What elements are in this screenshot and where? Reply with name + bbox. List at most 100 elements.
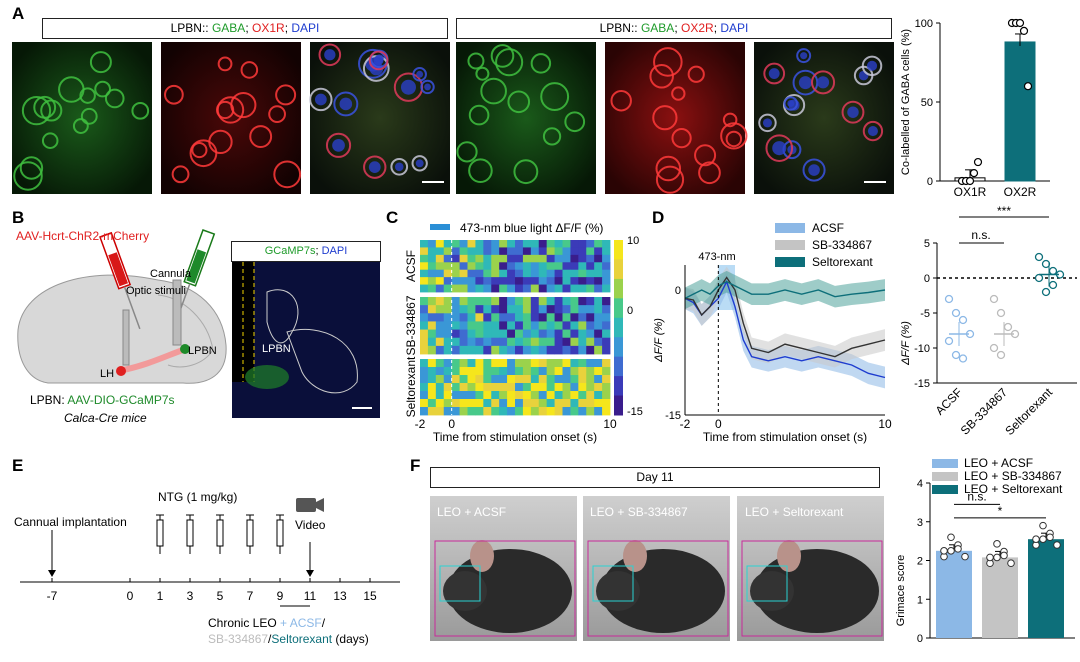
heatmap-cell <box>475 337 484 347</box>
heatmap-cell <box>515 284 524 293</box>
heatmap-cell <box>435 383 445 392</box>
heatmap-cell <box>475 375 484 384</box>
cell-marker <box>796 48 812 64</box>
heatmap-cell <box>570 277 579 285</box>
heatmap-cell <box>554 313 563 322</box>
nucleus-marker <box>339 97 353 111</box>
heatmap-cell <box>602 345 611 355</box>
heatmap-cell <box>570 375 579 384</box>
heatmap-cell <box>602 383 611 392</box>
heatmap-cell <box>515 240 524 248</box>
heatmap-cell <box>570 407 579 416</box>
heatmap-cell <box>443 345 453 355</box>
heatmap-cell <box>515 391 524 400</box>
line-SB-334867 <box>684 276 886 358</box>
timeline-label: 5 <box>217 589 224 603</box>
camera-icon <box>296 498 316 512</box>
heatmap-cell <box>443 297 453 306</box>
heatmap-cell <box>483 321 492 330</box>
data-point <box>1039 521 1047 530</box>
heatmap-cell <box>562 321 571 330</box>
face-box-1 <box>592 565 634 602</box>
heatmap-cell <box>420 254 429 263</box>
data-point <box>996 308 1006 318</box>
heatmap-cell <box>467 313 476 322</box>
heatmap-cell <box>586 383 595 392</box>
heatmap-cell <box>499 337 508 347</box>
optic-fiber <box>122 309 130 366</box>
heatmap-cell <box>427 254 437 263</box>
heatmap-cell <box>562 277 571 285</box>
heatmap-cell <box>443 305 453 314</box>
heatmap-cell <box>586 262 595 271</box>
heatmap-cell <box>499 305 508 314</box>
heatmap-cell <box>507 277 516 285</box>
heatmap-cell <box>467 359 476 368</box>
heatmap-cell <box>562 254 571 263</box>
heatmap-cell <box>554 399 563 408</box>
heatmap-cell <box>420 391 429 400</box>
heatmap-cell <box>546 337 555 347</box>
heatmap-cell <box>507 337 516 347</box>
heatmap-cell <box>594 383 603 392</box>
cell-marker <box>540 82 570 112</box>
group-label-1: SB-334867 <box>404 295 418 355</box>
data-point <box>1015 18 1025 28</box>
timeline-label: -7 <box>47 589 58 603</box>
gcamp-title-d: DAPI <box>321 245 348 257</box>
y-tick-label: 2 <box>917 556 923 568</box>
heatmap-cell <box>530 345 540 355</box>
cell-marker <box>420 79 435 95</box>
heatmap-cell <box>602 313 611 322</box>
heatmap-cell <box>491 383 500 392</box>
heatmap-cell <box>483 383 492 392</box>
image-ox2r <box>605 42 745 194</box>
heatmap-cell <box>515 367 524 376</box>
heatmap-cell <box>499 359 508 368</box>
heatmap-cell <box>562 269 571 278</box>
heatmap-cell <box>459 329 468 339</box>
heatmap-cell <box>515 345 524 355</box>
heatmap-cell <box>546 254 555 263</box>
heatmap-cell <box>602 247 611 256</box>
heatmap-cell <box>602 284 611 293</box>
cell-marker <box>79 87 96 104</box>
heatmap-cell <box>586 399 595 408</box>
heatmap-cell <box>546 297 555 306</box>
cell-marker <box>189 139 218 168</box>
cell-marker <box>80 107 98 125</box>
heatmap-cell <box>515 305 524 314</box>
heatmap-cell <box>507 383 516 392</box>
panel-label-f: F <box>410 456 421 475</box>
heatmap-cell <box>475 399 484 408</box>
heatmap-cell <box>546 399 555 408</box>
photo-label-2: LEO + SB-334867 <box>590 505 688 519</box>
heatmap-cell <box>467 321 476 330</box>
cell-marker <box>671 127 692 149</box>
heatmap-cell <box>459 407 468 416</box>
heatmap-cell <box>499 240 508 248</box>
heatmap-cell <box>586 305 595 314</box>
heatmap-cell <box>491 254 500 263</box>
heatmap-cell <box>602 297 611 306</box>
data-point <box>1034 273 1044 283</box>
heatmap-cell <box>530 321 540 330</box>
heatmap-cell <box>530 262 540 271</box>
heatmap-cell <box>499 329 508 339</box>
heatmap-cell <box>483 313 492 322</box>
heatmap-cell <box>554 345 563 355</box>
chronic-text: Chronic LEO <box>208 616 277 630</box>
heatmap-cell <box>459 375 468 384</box>
colorbar-segment <box>614 317 623 338</box>
heatmap-cell <box>507 407 516 416</box>
heatmap-cell <box>451 399 460 408</box>
panel-label-e: E <box>12 456 24 475</box>
heatmap-cell <box>578 262 587 271</box>
cell-marker <box>564 111 586 133</box>
heatmap-cell <box>602 277 611 285</box>
heatmap-cell <box>594 345 603 355</box>
colorbar-tick: 0 <box>627 305 633 317</box>
panel-label-a: A <box>12 4 25 23</box>
hdr1-dapi: DAPI <box>291 21 320 35</box>
y-tick-label: 0 <box>924 273 930 285</box>
